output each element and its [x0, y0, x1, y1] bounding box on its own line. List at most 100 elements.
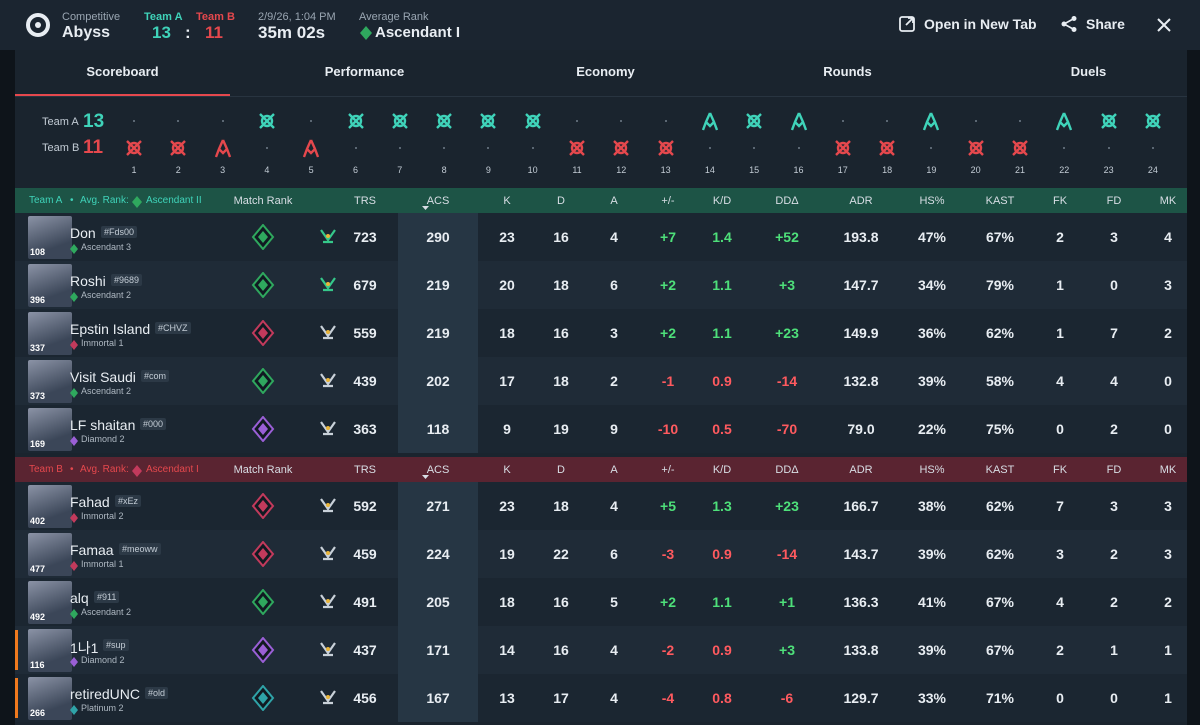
stat-6: 1.1 [712, 325, 732, 341]
tab[interactable]: Duels [1070, 64, 1107, 79]
trs-icon-svg [320, 642, 336, 657]
round-dot [443, 147, 446, 149]
match-rank-icon [251, 271, 275, 303]
round-number: 5 [308, 165, 314, 175]
player-rank-icon-svg [70, 244, 78, 254]
player-rank: Diamond 2 [81, 655, 125, 665]
player-row [15, 309, 1187, 357]
stat-10: 75% [985, 421, 1015, 437]
column-header: FK [1052, 464, 1068, 476]
player-rank-icon-svg [70, 340, 78, 350]
avg-rank-icon-svg [132, 465, 142, 477]
stat-11: 4 [1056, 594, 1064, 610]
stat-8: 193.8 [843, 229, 879, 245]
player-level: 337 [30, 343, 46, 353]
round-icon [391, 112, 409, 136]
timeline-team-score: 11 [83, 137, 104, 158]
match-rank-icon-svg [251, 540, 275, 568]
stat-13: 1 [1164, 642, 1172, 658]
stat-10: 67% [985, 229, 1015, 245]
player-rank: Ascendant 3 [81, 242, 132, 252]
match-rank-icon [251, 492, 275, 524]
player-level: 492 [30, 612, 46, 622]
round-icon-svg [569, 140, 585, 156]
stat-1: 271 [426, 498, 450, 514]
round-dot [487, 147, 490, 149]
round-icon [922, 112, 940, 136]
stat-10: 71% [985, 690, 1015, 706]
close-button[interactable] [1157, 18, 1171, 32]
round-dot [1107, 147, 1110, 149]
stat-6: 1.3 [712, 498, 732, 514]
player-name: 1나1 [70, 640, 99, 656]
tab[interactable]: Economy [576, 64, 635, 79]
match-rank-icon-svg [251, 492, 275, 520]
round-icon [967, 139, 985, 163]
player-rank-icon [70, 654, 78, 672]
round-number: 19 [926, 165, 937, 175]
stat-3: 16 [553, 325, 569, 341]
round-icon [657, 139, 675, 163]
stat-5: -3 [661, 546, 675, 562]
match-rank-icon-svg [251, 271, 275, 299]
round-number: 21 [1014, 165, 1026, 175]
round-icon [790, 112, 808, 136]
player-rank: Ascendant 2 [81, 290, 132, 300]
share-button[interactable]: Share [1060, 15, 1125, 33]
tab[interactable]: Scoreboard [15, 50, 230, 96]
stat-10: 79% [985, 277, 1015, 293]
stat-8: 133.8 [843, 642, 879, 658]
stat-9: 39% [917, 546, 947, 562]
match-rank-icon-svg [251, 367, 275, 395]
player-rank-icon [70, 558, 78, 576]
stat-12: 7 [1110, 325, 1118, 341]
stat-1: 171 [426, 642, 450, 658]
stat-2: 17 [499, 373, 515, 389]
stat-9: 47% [917, 229, 947, 245]
player-row [15, 578, 1187, 626]
player-rank-icon [70, 385, 78, 403]
player-level: 266 [30, 708, 46, 718]
round-number: 8 [441, 165, 447, 175]
column-header: HS% [919, 464, 945, 476]
player-rank-icon [70, 606, 78, 624]
acs-column [398, 213, 478, 453]
avatar [28, 677, 72, 720]
round-icon [347, 112, 365, 136]
match-rank-icon-svg [251, 684, 275, 712]
stat-5: -10 [657, 421, 679, 437]
round-icon [701, 112, 719, 136]
column-header: KAST [985, 195, 1015, 207]
stat-11: 1 [1056, 325, 1064, 341]
avg-rank: Ascendant I [375, 24, 461, 41]
round-icon [214, 139, 232, 163]
stat-2: 18 [499, 594, 515, 610]
round-icon-svg [1056, 112, 1073, 131]
stat-10: 62% [985, 546, 1015, 562]
round-icon-svg [923, 112, 940, 131]
round-dot [797, 147, 800, 149]
column-header: MK [1159, 464, 1177, 476]
tab[interactable]: Performance [324, 64, 405, 79]
stat-8: 129.7 [843, 690, 879, 706]
open-new-tab-button[interactable]: Open in New Tab [898, 15, 1037, 33]
column-header: FD [1106, 195, 1122, 207]
trs-icon [319, 641, 337, 663]
round-dot [708, 147, 711, 149]
avatar [28, 629, 72, 672]
tab[interactable]: Rounds [823, 64, 872, 79]
app-logo [26, 13, 50, 37]
column-header: K [503, 464, 511, 476]
stat-1: 219 [426, 277, 450, 293]
stat-4: 6 [610, 277, 618, 293]
round-icon [258, 112, 276, 136]
column-header: DDΔ [775, 464, 799, 476]
round-icon [125, 139, 143, 163]
player-rank: Diamond 2 [81, 434, 125, 444]
round-icon [834, 139, 852, 163]
stat-4: 4 [610, 229, 618, 245]
stat-10: 67% [985, 594, 1015, 610]
stat-8: 143.7 [843, 546, 879, 562]
player-rank-icon [70, 241, 78, 259]
player-row [15, 530, 1187, 578]
